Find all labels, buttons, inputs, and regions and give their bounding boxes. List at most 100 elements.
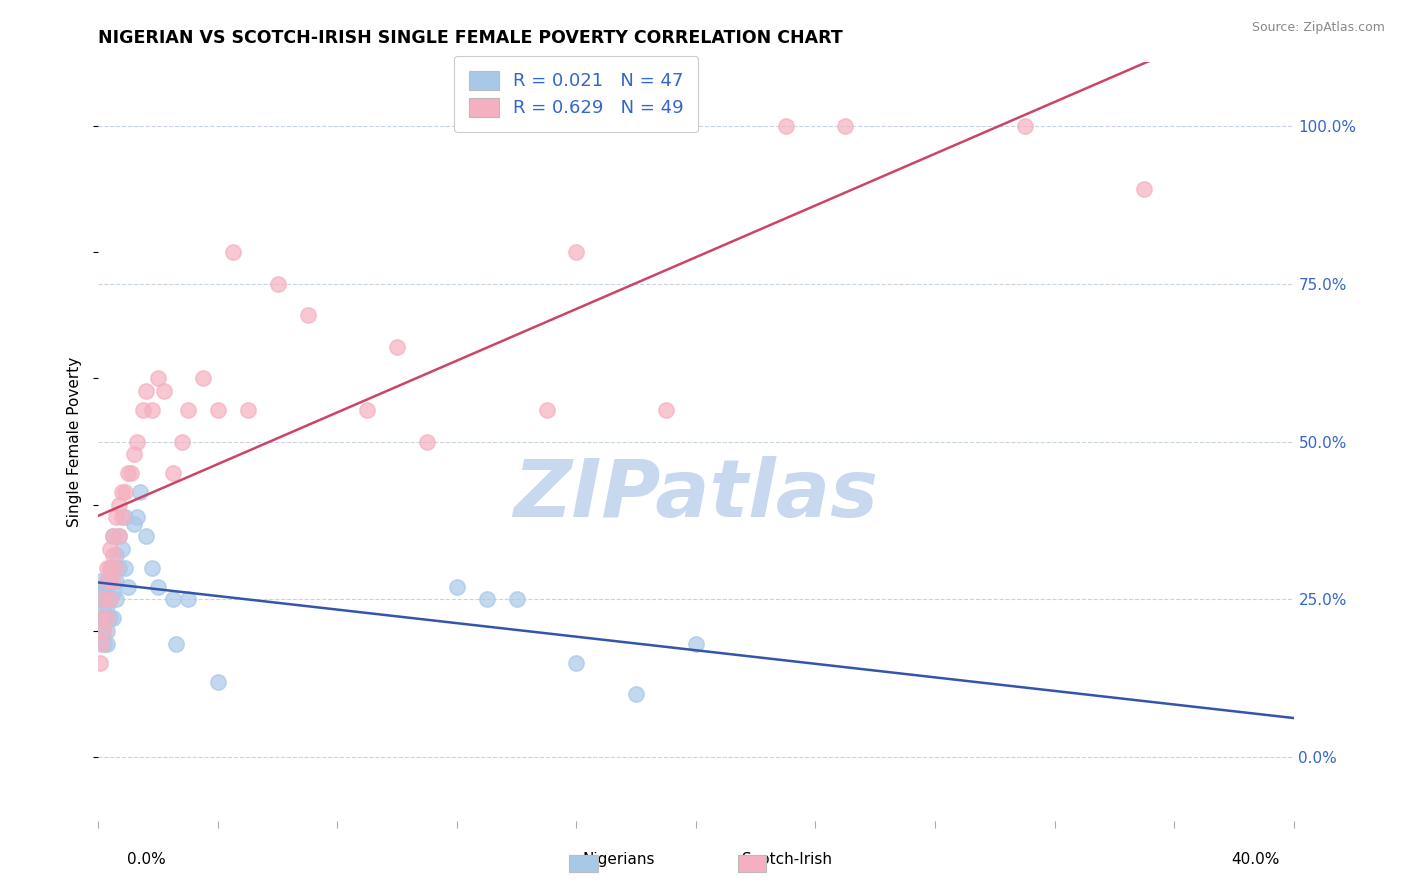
Point — [90, 574, 112, 588]
Point — [120, 466, 142, 480]
Text: Scotch-Irish: Scotch-Irish — [742, 852, 832, 867]
Point — [93, 637, 115, 651]
Y-axis label: Single Female Poverty: Single Female Poverty — [67, 357, 83, 526]
Point — [446, 580, 468, 594]
Point — [655, 403, 678, 417]
Point — [98, 541, 122, 556]
Point — [90, 637, 112, 651]
Point — [103, 574, 125, 588]
Point — [565, 656, 588, 670]
Point — [105, 592, 128, 607]
Point — [96, 624, 118, 639]
Point — [105, 510, 128, 524]
Point — [475, 592, 498, 607]
Legend: R = 0.021   N = 47, R = 0.629   N = 49: R = 0.021 N = 47, R = 0.629 N = 49 — [454, 55, 699, 132]
Point — [91, 624, 114, 639]
Point — [98, 592, 122, 607]
Point — [111, 485, 134, 500]
Point — [96, 637, 118, 651]
Point — [385, 340, 409, 354]
Point — [236, 403, 259, 417]
Point — [96, 611, 118, 625]
Point — [129, 485, 152, 500]
Text: 40.0%: 40.0% — [1232, 852, 1279, 867]
Point — [111, 510, 134, 524]
Point — [222, 244, 245, 259]
Point — [89, 656, 111, 670]
Point — [207, 403, 229, 417]
Point — [114, 485, 136, 500]
Point — [93, 624, 115, 639]
Point — [124, 447, 146, 461]
Point — [685, 637, 707, 651]
Point — [96, 561, 118, 575]
Point — [98, 561, 122, 575]
Point — [1133, 182, 1156, 196]
Point — [114, 561, 136, 575]
Point — [207, 674, 229, 689]
Point — [153, 384, 176, 398]
Point — [108, 529, 131, 543]
Point — [114, 510, 136, 524]
Point — [148, 580, 170, 594]
Point — [96, 599, 118, 613]
Point — [626, 687, 648, 701]
Point — [105, 561, 128, 575]
Point — [148, 371, 170, 385]
Point — [127, 510, 149, 524]
Point — [103, 561, 125, 575]
Point — [111, 541, 134, 556]
Point — [141, 403, 163, 417]
Point — [172, 434, 194, 449]
Point — [93, 599, 115, 613]
Point — [117, 466, 139, 480]
Text: NIGERIAN VS SCOTCH-IRISH SINGLE FEMALE POVERTY CORRELATION CHART: NIGERIAN VS SCOTCH-IRISH SINGLE FEMALE P… — [98, 29, 844, 47]
Point — [98, 592, 122, 607]
Point — [96, 574, 118, 588]
Point — [98, 611, 122, 625]
Point — [108, 561, 131, 575]
Point — [177, 403, 200, 417]
Point — [297, 308, 319, 322]
Point — [103, 529, 125, 543]
Point — [90, 611, 112, 625]
Text: Source: ZipAtlas.com: Source: ZipAtlas.com — [1251, 21, 1385, 34]
Point — [93, 611, 115, 625]
Point — [93, 592, 115, 607]
Point — [1014, 119, 1036, 133]
Point — [356, 403, 378, 417]
Point — [103, 548, 125, 563]
Point — [96, 586, 118, 600]
Point — [141, 561, 163, 575]
Text: 0.0%: 0.0% — [127, 852, 166, 867]
Point — [135, 384, 157, 398]
Point — [775, 119, 797, 133]
Point — [506, 592, 529, 607]
Point — [103, 611, 125, 625]
Point — [103, 529, 125, 543]
Point — [162, 592, 184, 607]
Point — [108, 498, 131, 512]
Point — [89, 592, 111, 607]
Point — [165, 637, 187, 651]
Text: Nigerians: Nigerians — [582, 852, 655, 867]
Point — [162, 466, 184, 480]
Point — [191, 371, 214, 385]
Point — [96, 574, 118, 588]
Point — [103, 586, 125, 600]
Point — [565, 244, 588, 259]
Point — [536, 403, 558, 417]
Text: ZIPatlas: ZIPatlas — [513, 456, 879, 533]
Point — [105, 548, 128, 563]
Point — [135, 529, 157, 543]
Point — [108, 529, 131, 543]
Point — [267, 277, 290, 291]
Point — [117, 580, 139, 594]
Point — [124, 516, 146, 531]
Point — [98, 574, 122, 588]
Point — [416, 434, 439, 449]
Point — [90, 586, 112, 600]
Point — [105, 574, 128, 588]
Point — [177, 592, 200, 607]
Point — [834, 119, 856, 133]
